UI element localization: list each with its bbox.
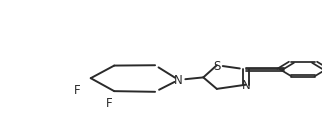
Text: N: N xyxy=(241,79,250,91)
Text: S: S xyxy=(213,59,221,72)
Text: F: F xyxy=(106,96,113,109)
Text: F: F xyxy=(74,83,80,96)
Text: N: N xyxy=(174,74,183,87)
